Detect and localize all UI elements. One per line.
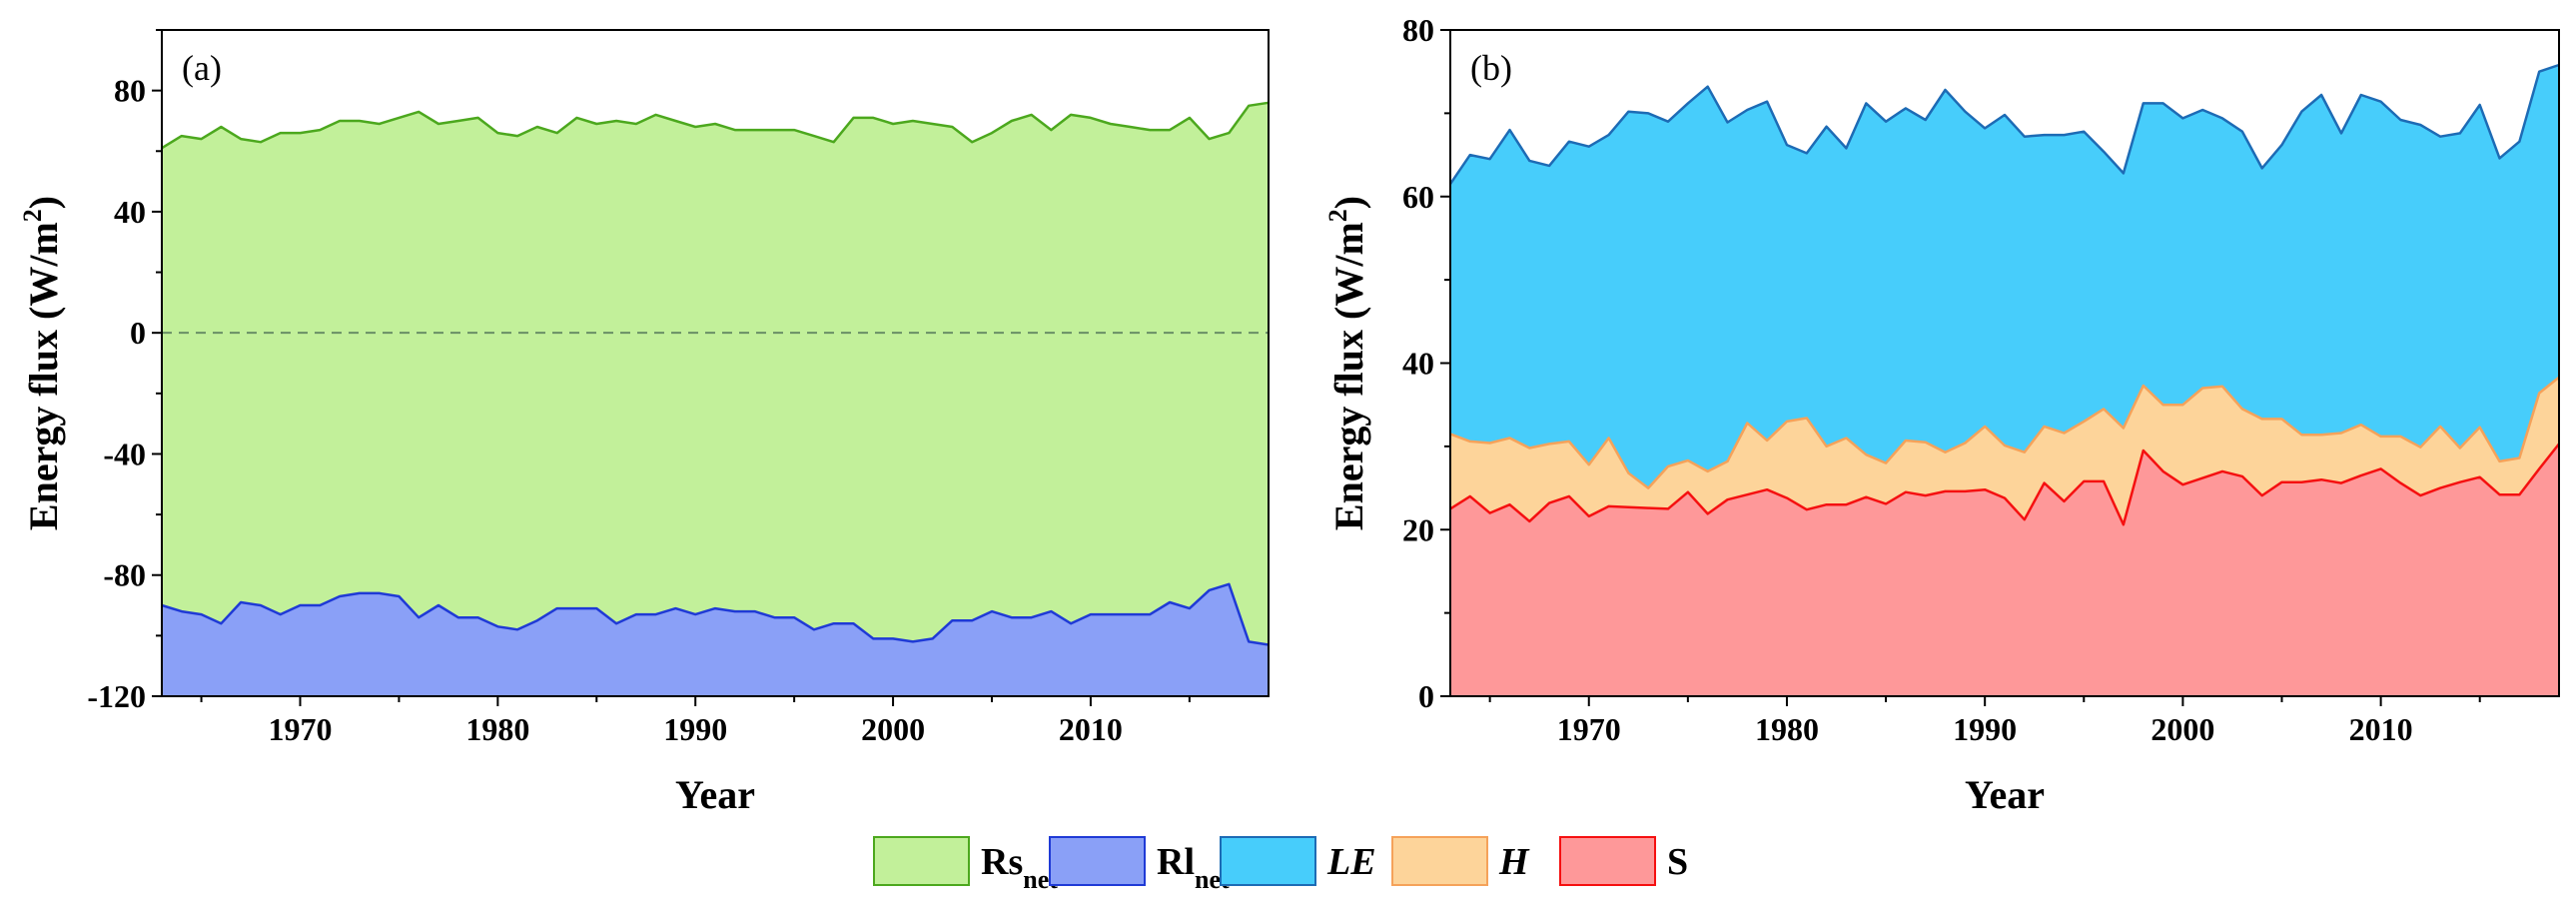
panel-b: 0 20 40 60 80 1970 1980 1990 2000 2010 Year Energy …: [1323, 12, 2560, 817]
x-tick-label: 1980: [1755, 711, 1819, 747]
x-tick-label: 2010: [2349, 711, 2413, 747]
legend-label-rl: Rlnet: [1157, 841, 1230, 894]
x-tick-label: 2000: [2150, 711, 2214, 747]
y-axis-title: Energy flux (W/m2): [1323, 196, 1371, 530]
x-tick-label: 2010: [1059, 711, 1123, 747]
y-axis-title-sup: 2: [18, 209, 47, 222]
legend-label-name: Rl: [1157, 841, 1195, 883]
y-axis-title: Energy flux (W/m2): [18, 196, 66, 530]
line-s: [1449, 443, 2560, 526]
line-rs-net: [161, 101, 1270, 150]
legend-swatch-rl: [1049, 836, 1146, 886]
y-axis-title-close: ): [1326, 196, 1371, 209]
y-tick-label: -80: [103, 557, 146, 593]
y-axis-title-close: ): [21, 196, 66, 209]
x-tick-label: 1990: [1953, 711, 2017, 747]
line-h: [1449, 376, 2560, 489]
y-tick-label: 40: [114, 194, 146, 230]
legend: Rsnet Rlnet LE H S: [873, 836, 1688, 894]
x-tick-label: 1980: [465, 711, 529, 747]
x-axis-title: Year: [1965, 772, 2045, 817]
y-tick-label: -120: [87, 678, 146, 714]
legend-swatch-h: [1391, 836, 1488, 886]
y-tick-label: 0: [1418, 678, 1434, 714]
panel-label: (a): [182, 48, 222, 88]
area-rs-net: [162, 102, 1269, 697]
panel-label: (b): [1470, 48, 1512, 88]
legend-swatch-s: [1559, 836, 1656, 886]
panel-a: -120 -80 -40 0 40 80 1970 1980 1990 2000 2010 Year E…: [18, 29, 1270, 817]
plot-frame: [161, 29, 1270, 697]
legend-label-name: Rs: [981, 841, 1023, 883]
y-axis-title-main: Energy flux (W/m: [1326, 222, 1371, 530]
y-tick-label: 60: [1402, 179, 1434, 215]
x-tick-label: 2000: [861, 711, 925, 747]
legend-label-name: S: [1667, 841, 1688, 883]
area-s: [1450, 444, 2559, 696]
y-axis-title-sup: 2: [1323, 209, 1352, 222]
legend-label-s: S: [1667, 841, 1688, 883]
x-tick-label: 1970: [1557, 711, 1621, 747]
y-tick-label: 80: [1402, 12, 1434, 48]
x-tick-label: 1970: [269, 711, 333, 747]
legend-label-rs: Rsnet: [981, 841, 1058, 894]
line-le: [1448, 63, 2560, 185]
y-axis-title-main: Energy flux (W/m: [21, 222, 66, 530]
legend-label-name: H: [1498, 841, 1530, 883]
legend-label-le: LE: [1326, 841, 1376, 883]
legend-label-h: H: [1498, 841, 1530, 883]
x-tick-label: 1990: [663, 711, 727, 747]
y-tick-label: 80: [114, 73, 146, 109]
x-axis-title: Year: [675, 772, 755, 817]
y-tick-label: -40: [103, 436, 146, 471]
y-tick-label: 40: [1402, 346, 1434, 382]
y-tick-label: 0: [130, 315, 146, 351]
line-rl-net: [161, 582, 1270, 646]
legend-label-name: LE: [1326, 841, 1376, 883]
legend-swatch-rs: [873, 836, 970, 886]
legend-swatch-le: [1220, 836, 1316, 886]
y-tick-label: 20: [1402, 511, 1434, 547]
